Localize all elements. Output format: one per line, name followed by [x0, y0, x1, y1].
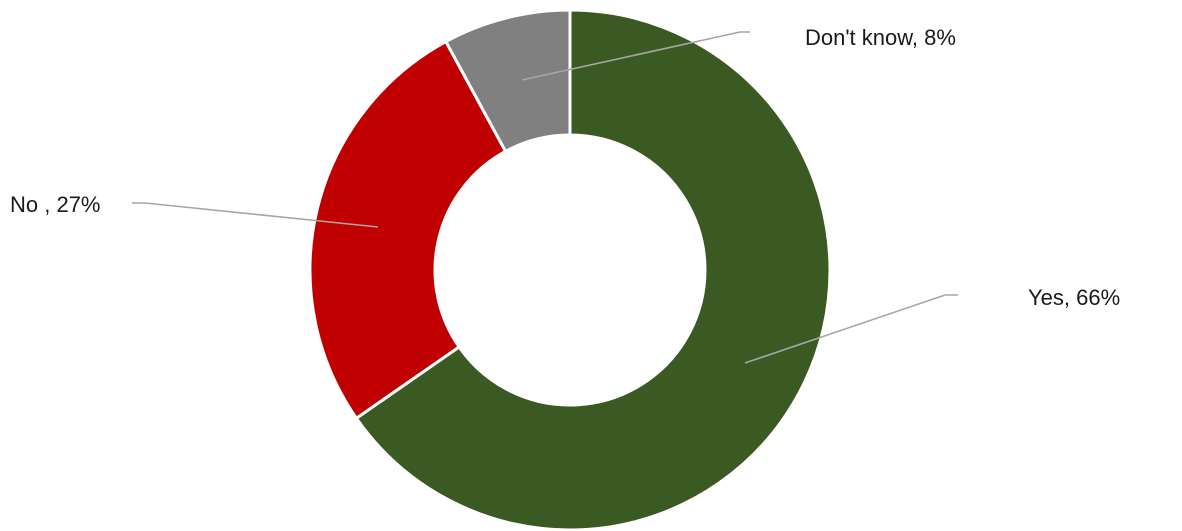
leader-line-yes: [744, 294, 958, 364]
slice-no: [308, 39, 508, 421]
slice-don-t-know: [443, 8, 572, 154]
leader-line-no: [132, 202, 379, 228]
data-label-yes: Yes, 66%: [1028, 285, 1120, 310]
leader-line-don-t-know: [521, 31, 750, 81]
data-label-no: No , 27%: [10, 192, 101, 217]
slice-yes: [354, 8, 832, 531]
leader-lines: [132, 31, 958, 364]
data-labels: Yes, 66% No , 27% Don't know, 8%: [10, 25, 1120, 310]
data-label-don-t-know: Don't know, 8%: [805, 25, 956, 50]
donut-slices: [308, 8, 832, 531]
